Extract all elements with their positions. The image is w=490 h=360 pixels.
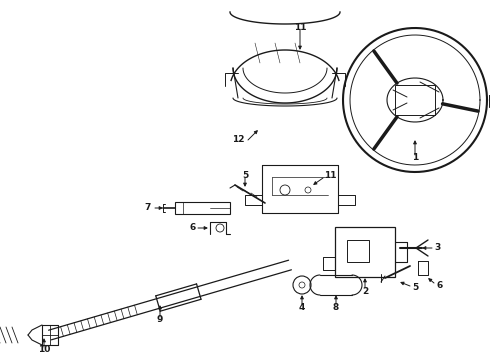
Bar xyxy=(347,240,369,262)
Text: 8: 8 xyxy=(333,302,339,311)
Text: 5: 5 xyxy=(242,171,248,180)
Text: 11: 11 xyxy=(294,22,306,31)
Bar xyxy=(335,227,395,277)
Text: 7: 7 xyxy=(145,203,151,212)
Text: 5: 5 xyxy=(412,284,418,292)
Text: 11: 11 xyxy=(324,171,336,180)
Text: 12: 12 xyxy=(232,135,244,144)
Bar xyxy=(489,95,490,107)
Text: 3: 3 xyxy=(434,243,440,252)
Text: 1: 1 xyxy=(412,153,418,162)
Bar xyxy=(175,202,230,214)
Text: 6: 6 xyxy=(437,280,443,289)
Text: 6: 6 xyxy=(190,224,196,233)
Text: 10: 10 xyxy=(38,346,50,355)
Text: 4: 4 xyxy=(299,302,305,311)
Bar xyxy=(395,85,435,115)
Text: 2: 2 xyxy=(362,288,368,297)
Text: 9: 9 xyxy=(157,315,163,324)
